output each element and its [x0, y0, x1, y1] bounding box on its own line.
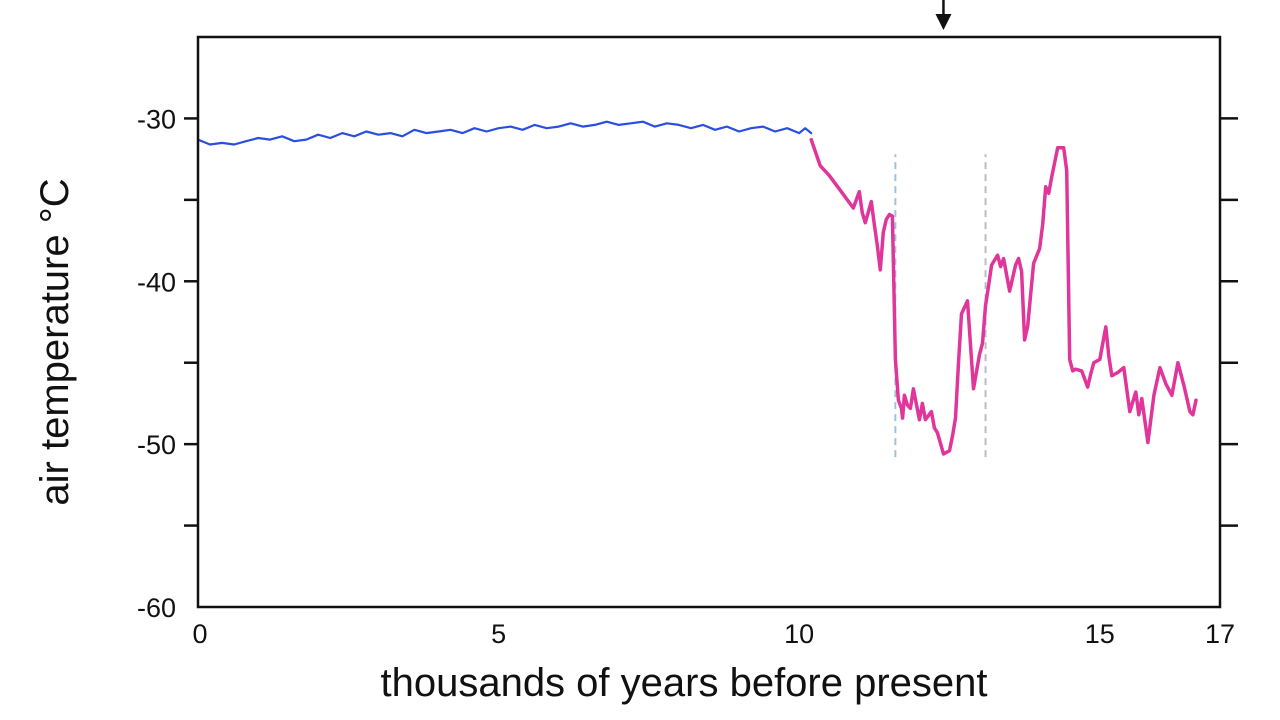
- series-line-1: [196, 120, 813, 146]
- ticks-layer: [184, 117, 1238, 527]
- y-tick-label: -60: [137, 593, 176, 623]
- reference-lines: [894, 154, 987, 458]
- x-tick-label: 0: [192, 619, 207, 649]
- x-tick-label: 15: [1085, 619, 1115, 649]
- x-tick-label: 5: [491, 619, 506, 649]
- x-tick-label: 10: [784, 619, 814, 649]
- marker-arrow-layer: [935, 0, 952, 30]
- y-tick-label: -40: [137, 267, 176, 297]
- series-layer: [196, 120, 1198, 456]
- y-tick-label: -30: [137, 104, 176, 134]
- y-axis-title: air temperature °C: [33, 178, 77, 505]
- x-axis-title: thousands of years before present: [380, 661, 987, 705]
- y-tick-label: -50: [137, 430, 176, 460]
- marker-arrow-icon: [935, 14, 952, 30]
- plot-frame: [196, 35, 1222, 609]
- tick-labels: -30 -40 -50 -60 0 5 10 15 17: [137, 104, 1235, 649]
- series-line-2: [809, 137, 1198, 456]
- x-tick-label: 17: [1205, 619, 1235, 649]
